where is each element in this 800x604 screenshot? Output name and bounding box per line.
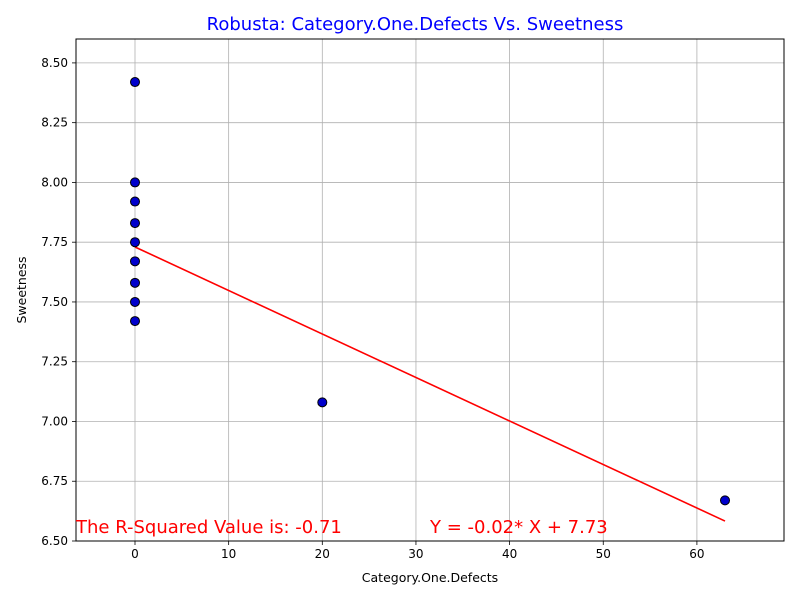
y-tick-label: 7.00 (41, 414, 68, 428)
data-point (130, 316, 140, 327)
data-point (130, 237, 140, 248)
y-tick-label: 7.75 (41, 235, 68, 249)
x-tick-label: 50 (596, 547, 611, 561)
x-tick-label: 60 (689, 547, 704, 561)
y-tick-label: 6.75 (41, 474, 68, 488)
y-axis-ticks: 6.50 6.75 7.00 7.25 7.50 7.75 8.00 8.25 8.50 (41, 56, 76, 548)
data-points (130, 77, 730, 506)
y-tick-label: 7.25 (41, 355, 68, 369)
y-tick-label: 7.50 (41, 295, 68, 309)
y-tick-label: 8.00 (41, 175, 68, 189)
y-tick-label: 8.25 (41, 116, 68, 130)
y-tick-label: 8.50 (41, 56, 68, 70)
data-point (130, 218, 140, 229)
regression-line (134, 246, 726, 522)
data-point (130, 277, 140, 288)
x-tick-label: 0 (131, 547, 139, 561)
regression-equation-annotation: Y = -0.02* X + 7.73 (429, 517, 608, 538)
data-point (130, 256, 140, 267)
axes-frame (75, 38, 785, 542)
y-axis-label: Sweetness (14, 256, 29, 323)
x-tick-label: 40 (502, 547, 517, 561)
x-axis-ticks: 0 10 20 30 40 50 60 (131, 541, 705, 561)
data-point (130, 177, 140, 188)
data-point (130, 77, 140, 88)
data-point (720, 495, 730, 506)
grid (76, 39, 784, 542)
x-tick-label: 30 (408, 547, 423, 561)
x-axis-label: Category.One.Defects (362, 570, 498, 585)
r-squared-annotation: The R-Squared Value is: -0.71 (75, 517, 342, 538)
data-point (317, 397, 328, 408)
data-point (130, 296, 140, 307)
x-tick-label: 10 (221, 547, 236, 561)
data-point (130, 196, 140, 207)
y-tick-label: 6.50 (41, 534, 68, 548)
x-tick-label: 20 (315, 547, 330, 561)
chart-title: Robusta: Category.One.Defects Vs. Sweetn… (207, 14, 624, 35)
